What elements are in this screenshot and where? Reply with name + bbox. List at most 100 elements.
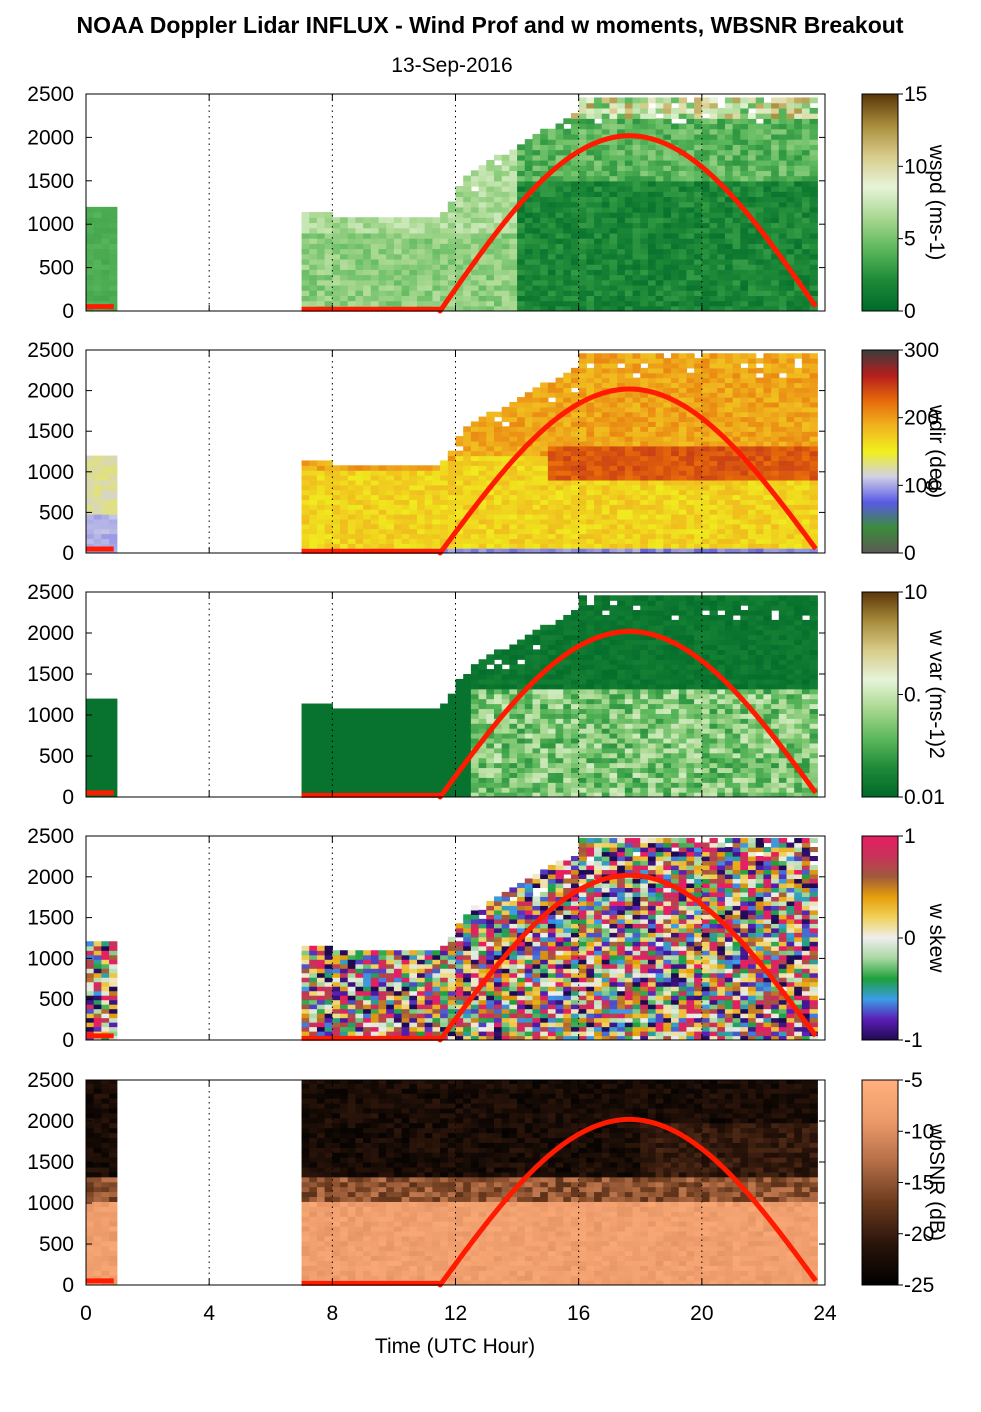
heatmap-cell — [424, 528, 434, 535]
heatmap-cell — [324, 494, 333, 501]
heatmap-cell — [732, 227, 741, 234]
heatmap-cell — [809, 175, 818, 182]
heatmap-cell — [440, 499, 449, 505]
heatmap-cell — [801, 274, 811, 281]
heatmap-cell — [671, 222, 680, 229]
heatmap-cell — [663, 465, 672, 471]
heatmap-cell — [786, 300, 795, 307]
heatmap-cell — [794, 411, 803, 418]
heatmap-cell — [740, 489, 749, 496]
heatmap-cell — [86, 782, 95, 788]
heatmap-cell — [617, 118, 626, 125]
heatmap-cell — [409, 300, 418, 307]
heatmap-cell — [501, 170, 510, 177]
heatmap-cell — [771, 426, 780, 432]
heatmap-cell — [455, 206, 464, 213]
heatmap-cell — [424, 767, 434, 773]
heatmap-cell — [694, 416, 703, 423]
heatmap-cell — [447, 504, 457, 510]
heatmap-cell — [578, 353, 587, 359]
heatmap-cell — [386, 470, 395, 476]
heatmap-cell — [570, 212, 580, 218]
heatmap-cell — [509, 431, 518, 437]
heatmap-cell — [740, 159, 749, 166]
heatmap-cell — [370, 777, 380, 783]
heatmap-cell — [694, 123, 703, 130]
heatmap-cell — [101, 479, 110, 486]
heatmap-cell — [455, 693, 464, 700]
heatmap-cells — [86, 97, 818, 311]
heatmap-cell — [763, 518, 772, 525]
heatmap-cell — [647, 154, 657, 161]
heatmap-cell — [617, 445, 626, 452]
heatmap-cell — [555, 518, 564, 525]
heatmap-cell — [463, 227, 472, 234]
heatmap-cell — [632, 421, 641, 427]
heatmap-cell — [663, 102, 672, 109]
heatmap-cell — [740, 248, 749, 255]
heatmap-cell — [594, 300, 603, 307]
heatmap-cell — [517, 504, 526, 510]
heatmap-cell — [370, 504, 380, 510]
heatmap-cell — [501, 201, 510, 208]
heatmap-cell — [632, 253, 641, 260]
heatmap-cell — [547, 227, 557, 234]
heatmap-cell — [655, 212, 664, 218]
heatmap-cell — [455, 742, 464, 749]
heatmap-cell — [617, 484, 626, 491]
heatmap-cell — [486, 243, 495, 250]
heatmap-cell — [347, 475, 357, 481]
heatmap-cell — [86, 747, 95, 754]
heatmap-cell — [617, 367, 626, 374]
heatmap-cell — [424, 787, 434, 793]
heatmap-cell — [332, 752, 341, 759]
heatmap-cell — [617, 465, 626, 471]
heatmap-cell — [355, 723, 364, 729]
heatmap-cell — [332, 300, 341, 307]
heatmap-cell — [632, 401, 641, 408]
heatmap-cell — [578, 377, 587, 384]
heatmap-cell — [794, 484, 803, 491]
heatmap-cell — [678, 274, 688, 281]
heatmap-cell — [771, 514, 780, 520]
heatmap-cell — [386, 533, 395, 539]
heatmap-cell — [509, 300, 518, 307]
heatmap-cell — [701, 484, 711, 491]
heatmap-cell — [609, 455, 618, 462]
heatmap-cell — [594, 113, 603, 119]
heatmap-cell — [509, 548, 518, 553]
heatmap-cell — [686, 499, 695, 505]
heatmap-cell — [586, 479, 595, 486]
heatmap-cell — [517, 397, 526, 403]
heatmap-cell — [463, 489, 472, 496]
heatmap-cell — [347, 253, 357, 260]
heatmap-cell — [340, 465, 349, 471]
heatmap-cell — [309, 752, 318, 759]
heatmap-cell — [701, 284, 711, 291]
heatmap-cell — [478, 479, 487, 486]
heatmap-cell — [717, 362, 726, 369]
heatmap-cell — [709, 206, 718, 213]
heatmap-cell — [586, 113, 595, 119]
heatmap-cell — [809, 139, 818, 145]
heatmap-cell — [724, 509, 734, 515]
heatmap-cell — [547, 269, 557, 276]
heatmap-cell — [316, 504, 326, 510]
heatmap-cell — [417, 504, 426, 510]
heatmap-cell — [594, 269, 603, 276]
heatmap-cell — [440, 708, 449, 714]
heatmap-cell — [609, 222, 618, 229]
heatmap-cell — [563, 509, 572, 515]
heatmap-cell — [794, 470, 803, 476]
heatmap-cell — [709, 258, 718, 265]
heatmap-cell — [763, 227, 772, 234]
heatmap-cell — [786, 411, 795, 418]
heatmap-cell — [470, 243, 480, 250]
heatmap-cell — [732, 97, 741, 104]
heatmap-cell — [601, 382, 611, 388]
heatmap-cell — [763, 460, 772, 466]
heatmap-cell — [470, 436, 480, 442]
heatmap-cell — [701, 523, 711, 530]
heatmap-cell — [594, 201, 603, 208]
heatmap-cell — [640, 460, 649, 466]
